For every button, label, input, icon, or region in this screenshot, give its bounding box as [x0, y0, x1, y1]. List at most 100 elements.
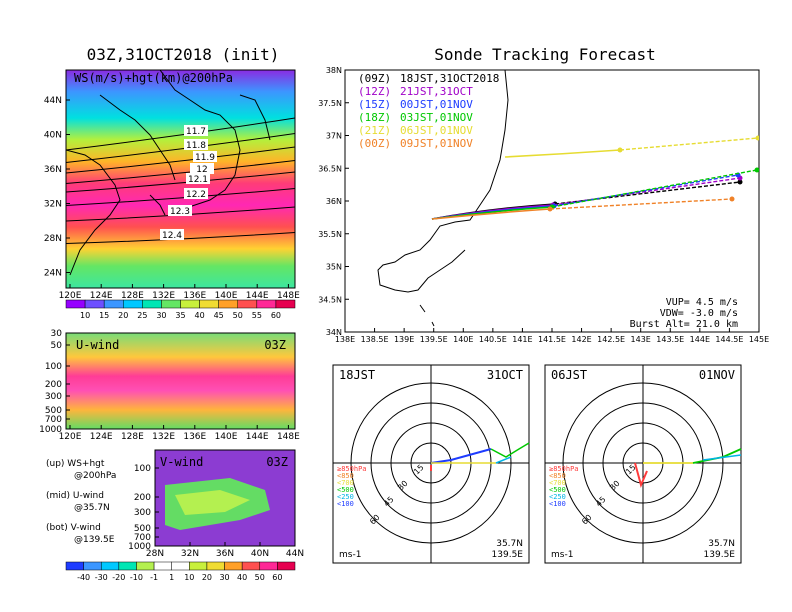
colorbar-label: 20 [202, 573, 212, 582]
contour-label-bg [184, 125, 208, 136]
colorbar-label: 10 [80, 311, 90, 320]
lat-tick-label: 36.5N [318, 164, 342, 173]
track-descent [549, 198, 733, 210]
colorbar-swatch [153, 561, 172, 571]
contour-label: 11.8 [186, 141, 206, 151]
lon-tick-label: 136E [183, 432, 206, 442]
colorbar-label: 45 [214, 311, 224, 320]
track-legend-utc: (12Z) [358, 85, 391, 98]
hodograph-left-label: 18JST [339, 368, 375, 382]
lat-tick-label: 37.5N [318, 99, 342, 108]
hodograph-trace [495, 456, 512, 464]
hodograph-level-label: <850 [549, 472, 566, 480]
track-ascent [504, 149, 621, 158]
track-ascent [431, 208, 551, 220]
height-contour-line [66, 117, 295, 151]
lat-tick-label: 38N [326, 66, 342, 75]
colorbar-label: 50 [255, 573, 265, 582]
lon-tick-label: 120E [59, 432, 82, 442]
colorbar-swatch [118, 561, 137, 571]
colorbar-swatch [259, 561, 278, 571]
hodograph-loc-lon: 139.5E [492, 550, 524, 560]
lon-tick-label: 120E [59, 291, 82, 301]
colorbar-label: 15 [99, 311, 109, 320]
height-contour-line [66, 146, 295, 174]
contour-label-bg [184, 139, 208, 150]
hodograph-level-label: <500 [549, 486, 566, 494]
ws-map-field [66, 70, 295, 288]
colorbar-swatch [161, 299, 181, 309]
lat-tick-label: 28N [44, 234, 62, 244]
contour-label-bg [160, 229, 184, 240]
legend-line: (mid) U-wind [46, 491, 104, 501]
contour-label: 12 [196, 165, 207, 175]
colorbar-swatch [199, 299, 219, 309]
colorbar-swatch [171, 561, 190, 571]
colorbar-swatch [100, 561, 120, 571]
lon-tick-label: 148E [277, 432, 300, 442]
ws-map-label: WS(m/s)+hgt(km)@200hPa [74, 71, 233, 85]
contour-label: 12.2 [186, 190, 206, 200]
colorbar-swatch [256, 299, 277, 309]
colorbar-swatch [275, 299, 296, 309]
hodograph-trace [490, 442, 530, 458]
height-contour-line [66, 171, 295, 193]
colorbar-swatch [224, 561, 243, 571]
lon-tick-label: 143E [631, 335, 651, 344]
hodograph-loc-lat: 35.7N [496, 539, 523, 549]
lon-tick-label: 145E [749, 335, 769, 344]
pressure-tick-label: 100 [134, 464, 151, 474]
hodograph-level-label: ≥850hPa [337, 465, 367, 473]
colorbar-label: 1 [169, 573, 174, 582]
lat-tick-label: 34.5N [318, 295, 342, 304]
lon-tick-label: 132E [152, 432, 175, 442]
colorbar-label: 30 [156, 311, 166, 320]
hodograph-level-label: <100 [337, 500, 354, 508]
hodograph-level-label: <100 [549, 500, 566, 508]
colorbar-swatch [237, 299, 258, 309]
contour-label: 12.3 [170, 207, 190, 217]
lon-tick-label: 142.5E [597, 335, 625, 344]
colorbar-swatch [180, 299, 200, 309]
hodograph-level-label: <700 [337, 479, 354, 487]
colorbar-swatch [277, 561, 296, 571]
lat-tick-label: 35.5N [318, 230, 342, 239]
hodograph-left: 18JST 31OCT15304560ms-135.7N139.5E≥850hPa… [332, 364, 530, 564]
vwind-time: 03Z [266, 455, 288, 469]
lon-tick-label: 140.5E [479, 335, 507, 344]
colorbar-label: 30 [219, 573, 229, 582]
colorbar-label: -40 [77, 573, 90, 582]
colorbar-swatch [142, 299, 162, 309]
lon-tick-label: 140E [215, 291, 238, 301]
height-contour-line [66, 160, 295, 184]
track-legend-utc: (09Z) [358, 72, 391, 85]
uwind-label: U-wind [76, 338, 119, 352]
contour-label-bg [190, 163, 214, 174]
colorbar-label: 25 [137, 311, 147, 320]
pressure-tick-label: 500 [45, 406, 62, 416]
pressure-tick-label: 1000 [128, 542, 151, 552]
pressure-tick-label: 700 [134, 533, 151, 543]
hodograph-trace [430, 448, 492, 464]
legend-line: (up) WS+hgt [46, 459, 105, 469]
hodograph-right-label: 31OCT [487, 368, 523, 382]
track-param: VDW= -3.0 m/s [660, 308, 738, 319]
pressure-tick-label: 300 [134, 508, 151, 518]
lon-tick-label: 124E [90, 432, 113, 442]
colorbar-label: 60 [271, 311, 281, 320]
lat-tick-label: 36N [326, 197, 342, 206]
colorbar-swatch [65, 299, 86, 309]
pressure-tick-label: 300 [45, 392, 62, 402]
tracking-lat-ticks: 38N 37.5N 37N 36.5N 36N 35.5N 35N 34.5N 34N [318, 66, 349, 337]
track-legend-jst: 06JST,01NOV [400, 124, 473, 137]
hodograph-left-label: 06JST [551, 368, 587, 382]
pressure-tick-label: 200 [45, 380, 62, 390]
lat-tick-label: 37N [326, 132, 342, 141]
pressure-tick-label: 50 [51, 341, 63, 351]
contour-label-bg [193, 151, 217, 162]
hodograph-loc-lon: 139.5E [704, 550, 736, 560]
lon-tick-label: 148E [277, 291, 300, 301]
